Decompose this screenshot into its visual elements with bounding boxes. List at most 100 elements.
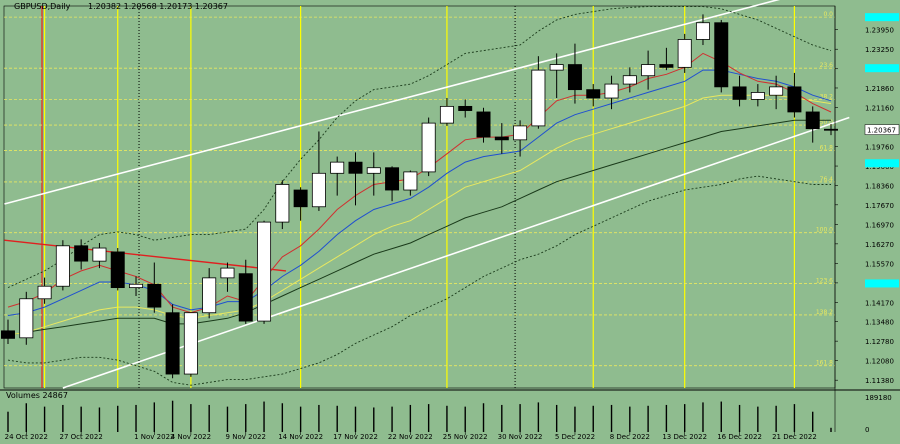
candle-body bbox=[787, 86, 802, 113]
candle-body bbox=[202, 277, 217, 314]
price-tick-label: 1.13480 bbox=[865, 319, 894, 327]
candle-body bbox=[330, 161, 345, 174]
price-tick-label: 1.16970 bbox=[865, 221, 894, 229]
price-tick-label: 1.11380 bbox=[865, 377, 894, 385]
volume-label: Volumes 24867 bbox=[6, 391, 68, 400]
candle-body bbox=[513, 125, 528, 141]
candle-body bbox=[293, 189, 308, 208]
bollinger-lower-line bbox=[7, 175, 831, 386]
price-tick-label: 1.19760 bbox=[865, 144, 894, 152]
candle-body bbox=[695, 22, 710, 40]
candle-body bbox=[1, 330, 15, 339]
date-tick-label: 17 Nov 2022 bbox=[333, 433, 378, 440]
candle-body bbox=[732, 86, 747, 100]
candle-body bbox=[74, 245, 89, 262]
date-tick-label: 16 Dec 2022 bbox=[717, 433, 762, 440]
candle-body bbox=[92, 247, 107, 262]
date-tick-label: 27 Oct 2022 bbox=[60, 433, 103, 440]
fib-level-label: 161.8 bbox=[816, 360, 833, 367]
date-tick-label: 22 Nov 2022 bbox=[388, 433, 433, 440]
candle-body bbox=[220, 267, 235, 279]
date-tick-label: 30 Nov 2022 bbox=[498, 433, 543, 440]
price-tick-label: 1.21860 bbox=[865, 85, 894, 93]
candle-body bbox=[714, 22, 729, 88]
candle-body bbox=[531, 69, 546, 127]
candle-body bbox=[659, 64, 674, 68]
candle-body bbox=[165, 312, 180, 375]
candle-body bbox=[348, 161, 363, 174]
fib-level-label: 61.8 bbox=[820, 144, 834, 151]
candle-body bbox=[311, 172, 326, 208]
price-tick-label: 1.12080 bbox=[865, 358, 894, 366]
volume-axis-zero: 0 bbox=[865, 426, 869, 434]
price-tick-label: 1.23950 bbox=[865, 27, 894, 35]
price-tick-label: 1.23250 bbox=[865, 46, 894, 54]
date-tick-label: 14 Nov 2022 bbox=[278, 433, 323, 440]
date-tick-label: 4 Nov 2022 bbox=[171, 433, 211, 440]
candle-body bbox=[769, 86, 784, 96]
fib-level-label: 23.6 bbox=[820, 62, 834, 69]
date-tick-label: 8 Dec 2022 bbox=[610, 433, 650, 440]
date-tick-label: 5 Dec 2022 bbox=[555, 433, 595, 440]
candle-body bbox=[257, 221, 272, 322]
date-tick-label: 1 Nov 2022 bbox=[134, 433, 174, 440]
candle-body bbox=[641, 64, 656, 77]
price-tick-label: 1.18360 bbox=[865, 183, 894, 191]
fib-level-label: 123.6 bbox=[816, 277, 833, 284]
candle-body bbox=[567, 64, 582, 91]
date-tick-label: 13 Dec 2022 bbox=[662, 433, 707, 440]
date-tick-label: 24 Oct 2022 bbox=[5, 433, 48, 440]
current-price-badge bbox=[864, 124, 900, 135]
current-price-label: 1.20367 bbox=[867, 127, 896, 135]
candle-body bbox=[439, 105, 454, 124]
candle-body bbox=[622, 75, 637, 85]
fib-level-label: 100.0 bbox=[816, 227, 833, 234]
candle-body bbox=[19, 298, 34, 339]
price-marker-badge bbox=[865, 64, 899, 73]
candle-body bbox=[586, 89, 601, 99]
candle-body bbox=[366, 167, 381, 174]
ma-fast-line bbox=[7, 52, 832, 314]
candle-body bbox=[403, 171, 418, 191]
fib-level-label: 50.0 bbox=[820, 119, 834, 126]
price-tick-label: 1.21160 bbox=[865, 104, 894, 112]
ohlc-label: 1.20382 1.20568 1.20173 1.20367 bbox=[88, 2, 228, 11]
fib-level-label: 38.2 bbox=[820, 93, 834, 100]
ma-mid-line bbox=[7, 69, 832, 316]
ma-long-line bbox=[7, 119, 831, 336]
candle-body bbox=[549, 64, 564, 71]
price-marker-badge bbox=[865, 159, 899, 168]
date-tick-label: 9 Nov 2022 bbox=[226, 433, 266, 440]
bollinger-upper-line bbox=[7, 6, 832, 289]
date-tick-label: 25 Nov 2022 bbox=[443, 433, 488, 440]
candle-body bbox=[183, 312, 198, 375]
candle-body bbox=[604, 83, 619, 99]
candle-body bbox=[37, 285, 52, 300]
volume-axis-max: 189180 bbox=[865, 394, 892, 402]
date-tick-label: 21 Dec 2022 bbox=[772, 433, 817, 440]
red-trendline bbox=[4, 239, 287, 272]
candle-body bbox=[458, 105, 473, 111]
fib-level-label: 0.0 bbox=[823, 11, 833, 18]
fib-level-label: 76.4 bbox=[820, 176, 834, 183]
candle-body bbox=[147, 283, 162, 308]
candle-body bbox=[55, 245, 70, 287]
candle-body bbox=[494, 136, 509, 141]
candle-body bbox=[238, 273, 253, 322]
price-tick-label: 1.14170 bbox=[865, 299, 894, 307]
candle-body bbox=[421, 122, 436, 173]
symbol-label: GBPUSD,Daily bbox=[14, 2, 71, 11]
price-tick-label: 1.17670 bbox=[865, 202, 894, 210]
channel-line bbox=[4, 0, 781, 205]
candle-body bbox=[750, 92, 765, 100]
candle-body bbox=[805, 111, 820, 130]
candle-body bbox=[275, 184, 290, 223]
fib-level-label: 138.2 bbox=[816, 309, 833, 316]
candle-body bbox=[129, 283, 144, 289]
candle-body bbox=[110, 251, 125, 289]
candle-body bbox=[677, 39, 692, 68]
price-marker-badge bbox=[865, 13, 899, 22]
